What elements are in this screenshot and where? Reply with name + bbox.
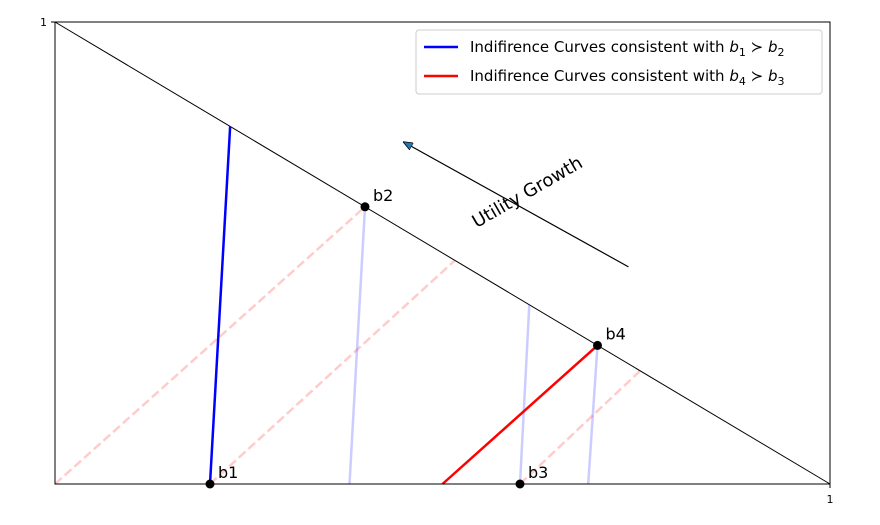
dashed-curve-0-1 (209, 259, 456, 485)
legend-box (415, 29, 823, 95)
y-tick-label: 1 (40, 16, 47, 29)
point-label-b1: b1 (218, 463, 238, 482)
point-b2 (360, 202, 370, 212)
indifference-curve-1-0 (348, 206, 367, 485)
point-b4 (593, 340, 602, 350)
indifference-curve-3-0 (441, 344, 599, 485)
point-label-b2: b2 (373, 186, 393, 205)
dashed-curve-0-2 (519, 369, 641, 485)
dashed-curve-0-0 (54, 205, 366, 485)
x-tick-label: 1 (827, 493, 834, 506)
legend-label-1: Indifirence Curves consistent with b4 ≻ … (470, 67, 784, 88)
plot-frame (54, 21, 831, 485)
point-label-b4: b4 (606, 324, 626, 343)
utility-growth-arrow (404, 142, 629, 268)
point-label-b3: b3 (528, 463, 548, 482)
indifference-curve-1-1 (518, 304, 531, 485)
indifference-curve-2-0 (208, 126, 232, 485)
budget-line (54, 21, 831, 485)
indifference-curve-1-2 (586, 345, 599, 485)
legend-label-0: Indifirence Curves consistent with b1 ≻ … (470, 38, 784, 59)
utility-growth-label: Utility Growth (469, 152, 587, 232)
